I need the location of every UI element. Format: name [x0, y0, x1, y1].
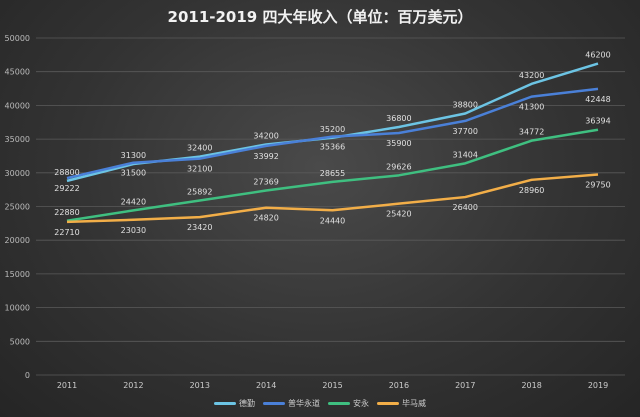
y-tick-label: 30000 — [5, 169, 30, 178]
data-label: 32100 — [187, 165, 212, 174]
x-tick-label: 2019 — [588, 381, 608, 390]
x-tick-label: 2014 — [256, 381, 276, 390]
data-label: 42448 — [585, 95, 610, 104]
x-tick-label: 2013 — [190, 381, 210, 390]
y-tick-label: 25000 — [5, 203, 30, 212]
data-label: 36394 — [585, 117, 610, 126]
legend-swatch — [377, 402, 399, 405]
data-label: 29626 — [386, 162, 411, 171]
legend: 德勤 普华永道 安永 毕马威 — [0, 398, 640, 409]
data-label: 35366 — [320, 143, 345, 152]
data-label: 28960 — [519, 186, 544, 195]
data-label: 24420 — [121, 197, 146, 206]
data-label: 46200 — [585, 51, 610, 60]
data-label: 27369 — [253, 178, 278, 187]
data-label: 23030 — [121, 226, 146, 235]
data-label: 29750 — [585, 180, 610, 189]
data-label: 25892 — [187, 187, 212, 196]
data-label: 22880 — [54, 208, 79, 217]
x-tick-label: 2012 — [123, 381, 143, 390]
series-line-0 — [66, 62, 599, 183]
x-tick-label: 2016 — [389, 381, 409, 390]
data-label: 25420 — [386, 210, 411, 219]
data-label: 24820 — [253, 214, 278, 223]
data-label: 22710 — [54, 228, 79, 237]
data-label: 32400 — [187, 144, 212, 153]
data-label: 41300 — [519, 103, 544, 112]
y-tick-label: 10000 — [5, 304, 30, 313]
data-label: 33992 — [253, 152, 278, 161]
y-tick-label: 50000 — [5, 34, 30, 43]
data-label: 26400 — [453, 203, 478, 212]
data-label: 35900 — [386, 139, 411, 148]
data-label: 35200 — [320, 125, 345, 134]
legend-item: 德勤 — [214, 398, 255, 409]
legend-label: 普华永道 — [288, 399, 320, 408]
y-tick-label: 20000 — [5, 236, 30, 245]
chart-title: 2011-2019 四大年收入（单位：百万美元） — [167, 8, 473, 26]
data-label: 23420 — [187, 223, 212, 232]
y-tick-label: 0 — [25, 371, 30, 380]
data-label: 37700 — [453, 127, 478, 136]
legend-swatch — [214, 402, 236, 405]
legend-item: 毕马威 — [377, 398, 426, 409]
y-tick-label: 15000 — [5, 270, 30, 279]
data-label: 43200 — [519, 71, 544, 80]
legend-item: 普华永道 — [263, 398, 320, 409]
data-label: 34772 — [519, 128, 544, 137]
x-tick-label: 2017 — [455, 381, 475, 390]
legend-item: 安永 — [328, 398, 369, 409]
x-tick-label: 2018 — [521, 381, 541, 390]
data-label: 24440 — [320, 216, 345, 225]
y-tick-label: 45000 — [5, 68, 30, 77]
series-line-1 — [66, 87, 599, 180]
y-tick-label: 35000 — [5, 135, 30, 144]
data-label: 31404 — [453, 150, 478, 159]
data-label: 28655 — [320, 169, 345, 178]
series-line-3 — [66, 173, 599, 224]
y-tick-label: 40000 — [5, 101, 30, 110]
x-tick-label: 2015 — [322, 381, 342, 390]
data-label: 29222 — [54, 184, 79, 193]
data-label: 31500 — [121, 169, 146, 178]
legend-swatch — [328, 402, 350, 405]
data-label: 36800 — [386, 114, 411, 123]
series-line-2 — [66, 128, 599, 223]
legend-label: 安永 — [353, 399, 369, 408]
x-tick-label: 2011 — [57, 381, 77, 390]
data-label: 34200 — [253, 131, 278, 140]
data-label: 38800 — [453, 100, 478, 109]
y-tick-label: 5000 — [10, 337, 30, 346]
legend-label: 毕马威 — [402, 399, 426, 408]
legend-label: 德勤 — [239, 399, 255, 408]
data-label: 28800 — [54, 168, 79, 177]
legend-swatch — [263, 402, 285, 405]
data-label: 31300 — [121, 151, 146, 160]
